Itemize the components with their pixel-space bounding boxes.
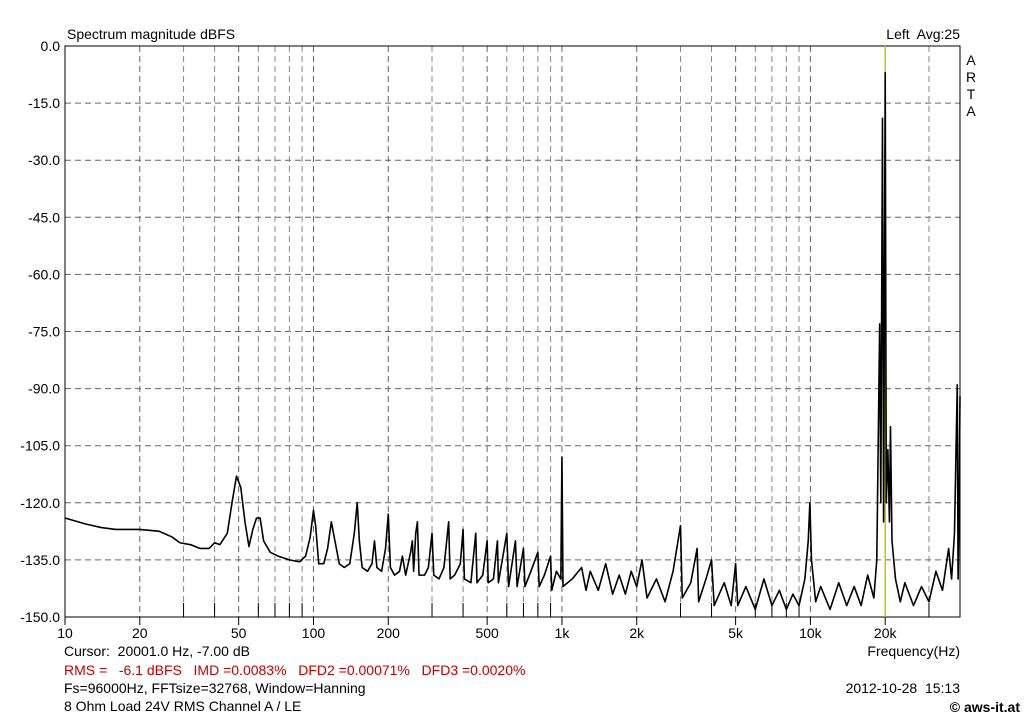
x-tick-label: 10 bbox=[57, 625, 73, 641]
x-tick-label: 20 bbox=[132, 625, 148, 641]
description: 8 Ohm Load 24V RMS Channel A / LE bbox=[64, 698, 301, 714]
x-tick-label: 1k bbox=[555, 625, 571, 641]
y-tick-label: 0.0 bbox=[41, 38, 61, 54]
x-tick-label: 200 bbox=[377, 625, 401, 641]
spectrum-line bbox=[64, 71, 961, 611]
cursor-readout: Cursor: 20001.0 Hz, -7.00 dB bbox=[64, 643, 250, 659]
brand: ARTA bbox=[963, 52, 979, 120]
x-tick-label: 10k bbox=[799, 625, 823, 641]
x-tick-label: 50 bbox=[231, 625, 247, 641]
channel-info: Left Avg:25 bbox=[886, 26, 960, 42]
measurements: RMS = -6.1 dBFS IMD =0.0083% DFD2 =0.000… bbox=[64, 662, 525, 678]
date: 2012-10-28 15:13 bbox=[846, 680, 961, 696]
x-tick-label: 20k bbox=[874, 625, 898, 641]
y-tick-label: -150.0 bbox=[20, 609, 60, 625]
y-tick-label: -75.0 bbox=[28, 324, 60, 340]
y-tick-label: -90.0 bbox=[28, 381, 60, 397]
y-tick-label: -105.0 bbox=[20, 438, 60, 454]
y-tick-label: -60.0 bbox=[28, 266, 60, 282]
plot-frame bbox=[64, 45, 961, 618]
y-tick-label: -15.0 bbox=[28, 95, 60, 111]
x-tick-label: 500 bbox=[475, 625, 499, 641]
x-tick-label: 100 bbox=[302, 625, 326, 641]
settings: Fs=96000Hz, FFTsize=32768, Window=Hannin… bbox=[64, 680, 366, 696]
y-tick-label: -135.0 bbox=[20, 552, 60, 568]
y-tick-label: -120.0 bbox=[20, 495, 60, 511]
x-tick-label: 5k bbox=[728, 625, 744, 641]
y-tick-label: -30.0 bbox=[28, 152, 60, 168]
chart-title: Spectrum magnitude dBFS bbox=[67, 26, 235, 42]
x-axis-label: Frequency(Hz) bbox=[867, 643, 960, 659]
copyright: © aws-it.at bbox=[950, 699, 1021, 715]
y-tick-label: -45.0 bbox=[28, 209, 60, 225]
x-tick-label: 2k bbox=[629, 625, 645, 641]
